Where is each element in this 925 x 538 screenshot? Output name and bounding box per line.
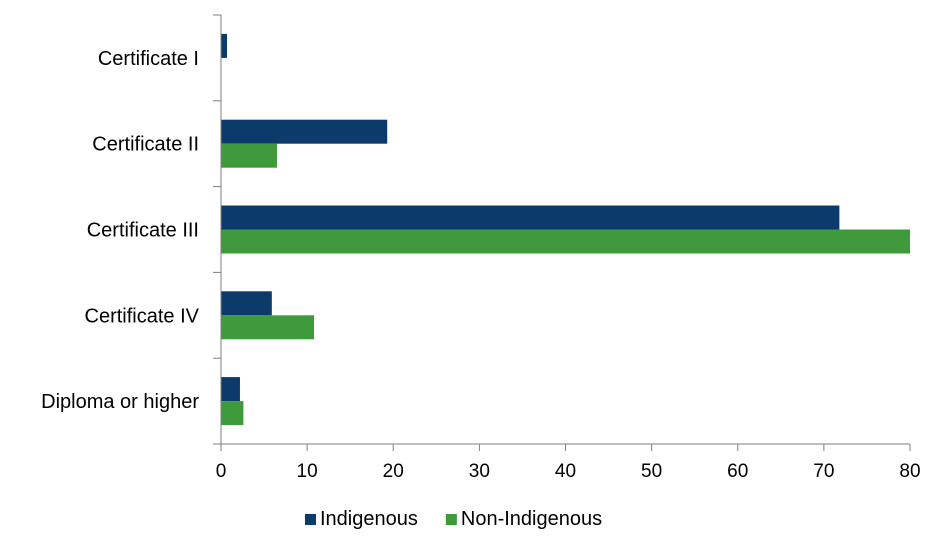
legend-label-indigenous: Indigenous (320, 508, 418, 530)
bar-indigenous-1 (221, 119, 388, 144)
category-label: Certificate II (92, 134, 199, 156)
category-label: Certificate IV (85, 305, 200, 327)
x-tick-label: 60 (727, 461, 748, 482)
labels-layer: Certificate I Certificate II Certificate I… (41, 48, 920, 482)
x-tick-label: 10 (297, 461, 318, 482)
x-tick-label: 20 (383, 461, 404, 482)
bar-non-indigenous-2 (221, 229, 910, 254)
legend: Indigenous Non-Indigenous (305, 508, 602, 530)
bar-non-indigenous-1 (221, 143, 277, 168)
bar-indigenous-2 (221, 205, 840, 230)
x-tick-label: 50 (641, 461, 662, 482)
x-tick-label: 30 (469, 461, 490, 482)
x-tick-label: 80 (899, 461, 920, 482)
bar-indigenous-0 (221, 33, 228, 58)
bar-indigenous-4 (221, 377, 240, 402)
category-label: Certificate III (87, 220, 199, 242)
category-label: Diploma or higher (41, 391, 199, 413)
category-label: Certificate I (98, 48, 199, 70)
bars-layer (221, 33, 910, 426)
bar-indigenous-3 (221, 291, 272, 316)
bar-non-indigenous-4 (221, 401, 244, 426)
legend-swatch-non-indigenous (445, 514, 457, 525)
legend-swatch-indigenous (305, 514, 316, 525)
x-tick-label: 70 (813, 461, 834, 482)
axes (213, 14, 911, 451)
x-tick-label: 40 (555, 461, 576, 482)
x-tick-label: 0 (216, 461, 227, 482)
legend-label-non-indigenous: Non-Indigenous (461, 508, 602, 530)
bar-non-indigenous-3 (221, 315, 315, 340)
